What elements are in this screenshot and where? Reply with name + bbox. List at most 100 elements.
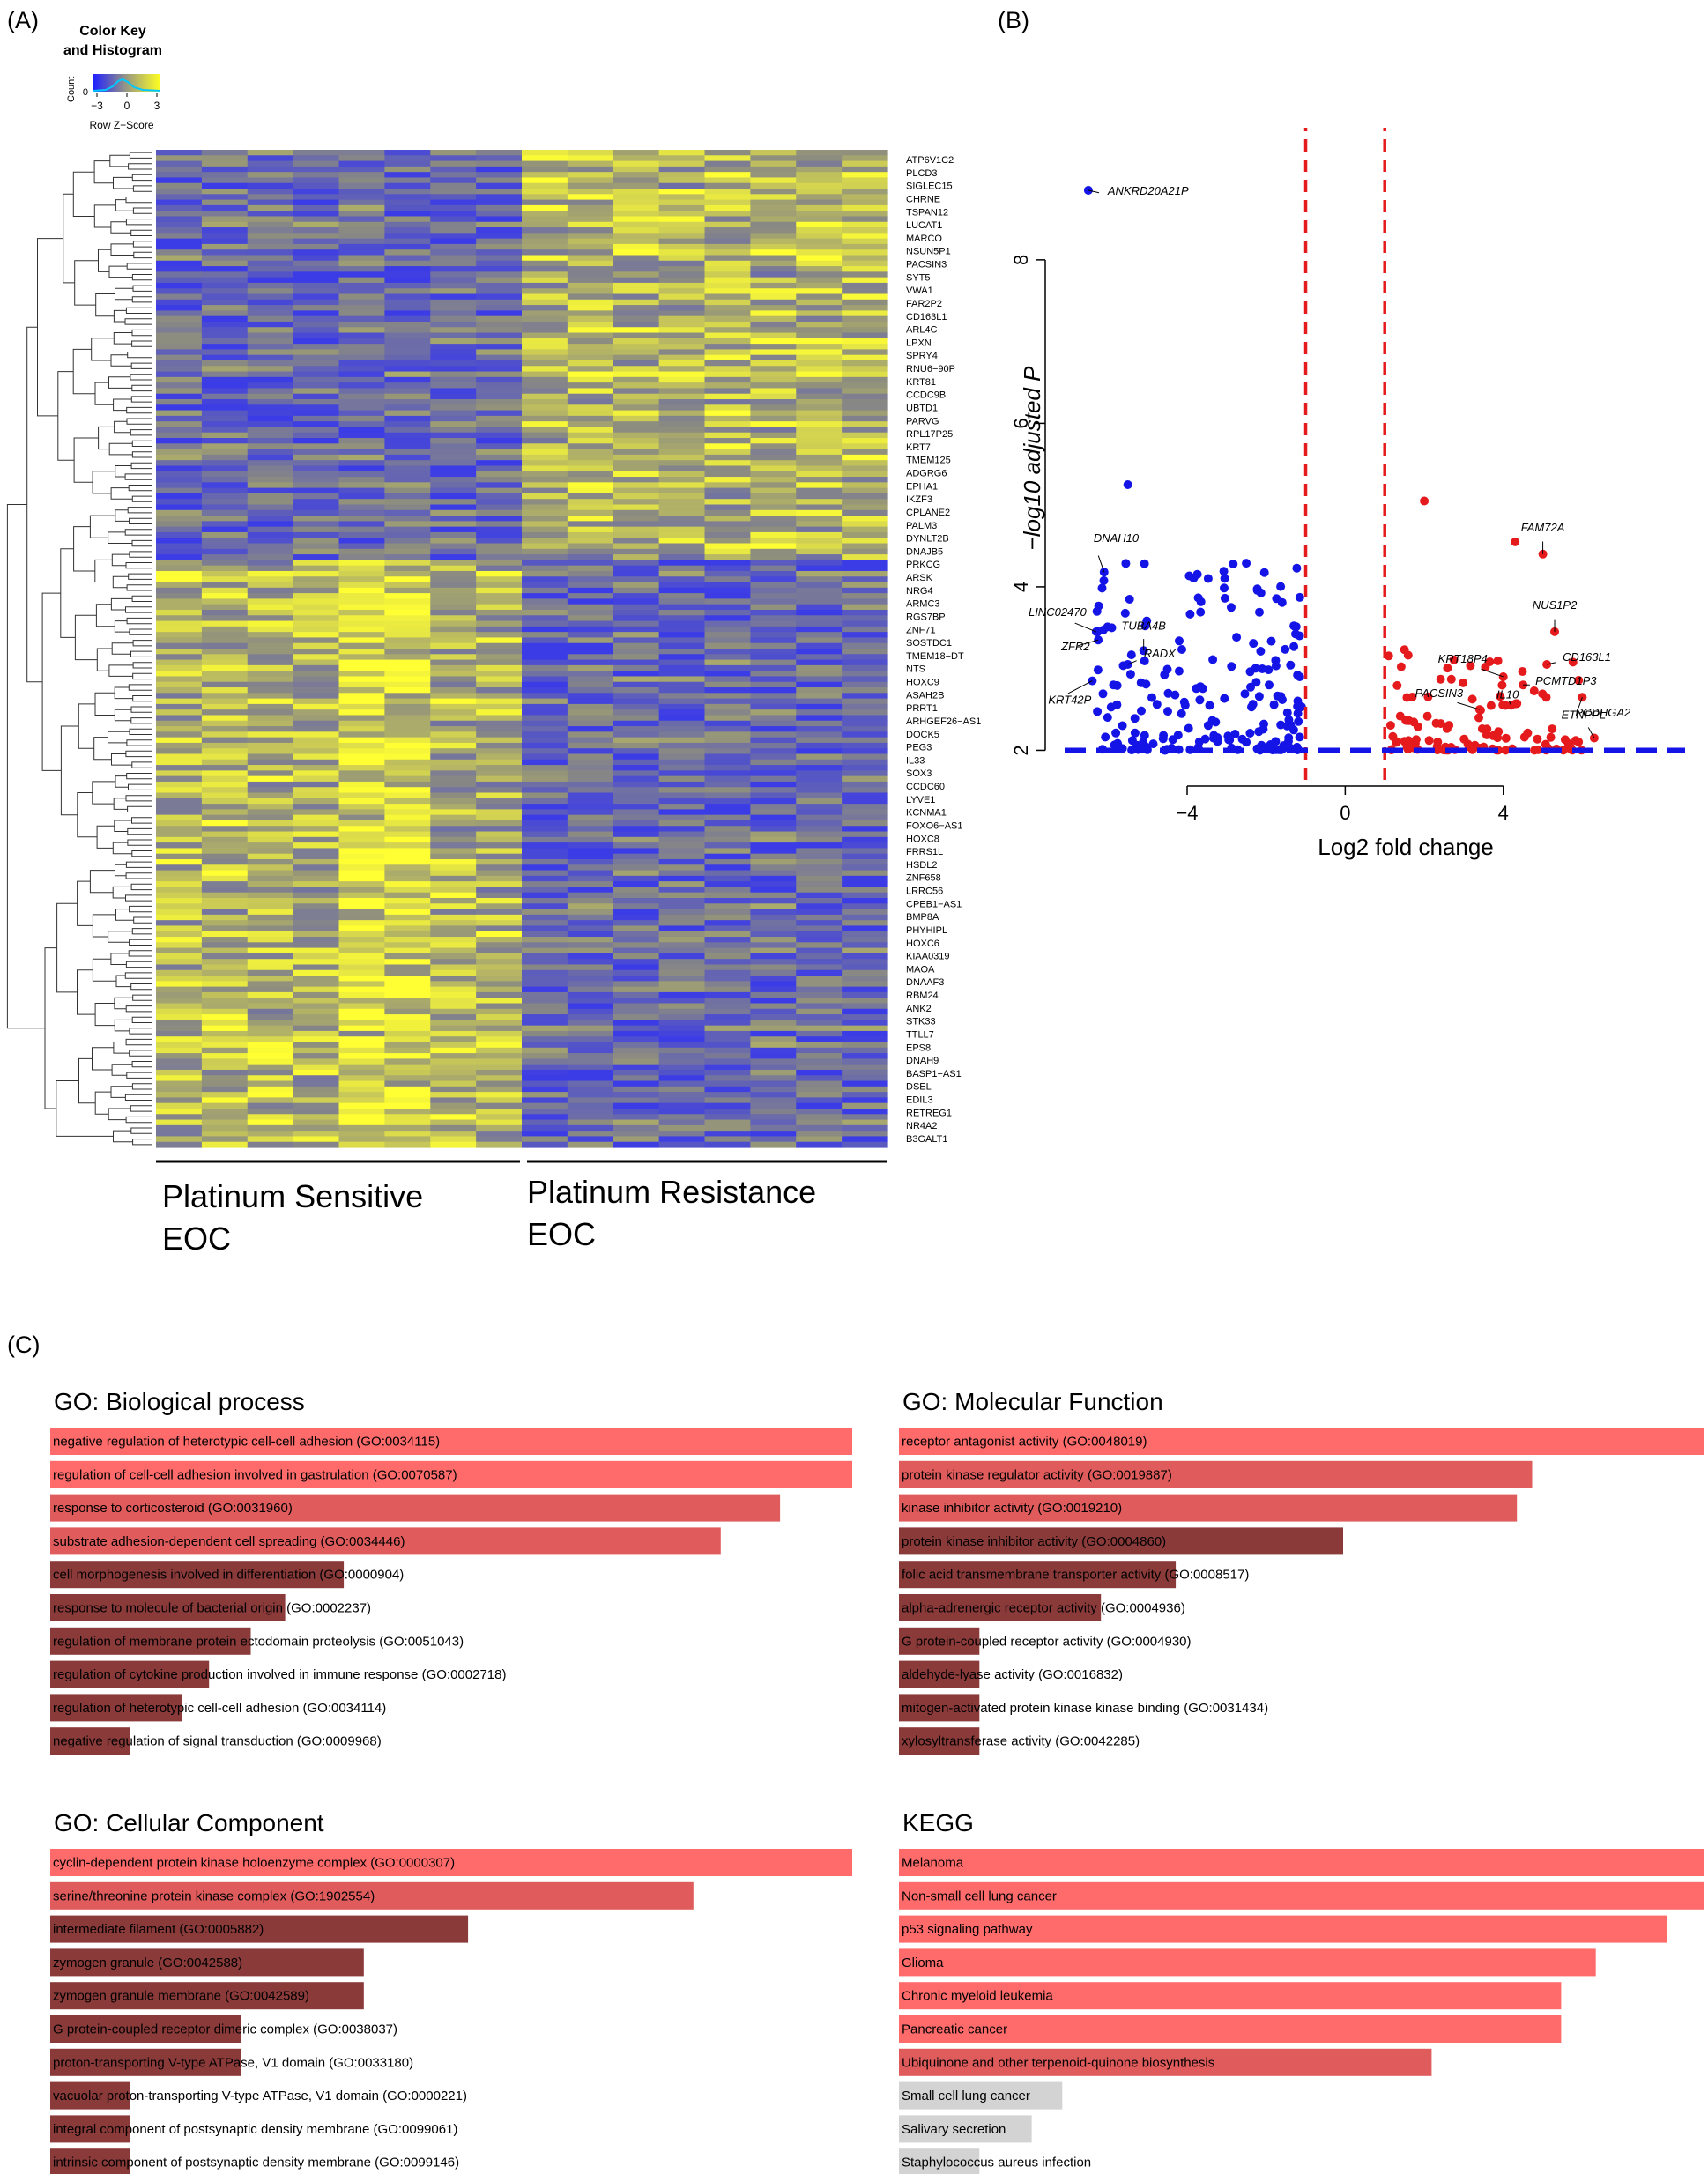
gene-label: PACSIN3 [906,260,947,271]
enrichment-term: negative regulation of heterotypic cell-… [53,1435,440,1450]
volcano-point [1219,567,1229,576]
volcano-point [1185,609,1195,619]
enrichment-title: GO: Biological process [54,1388,305,1415]
volcano-point [1294,716,1303,726]
enrichment-title: GO: Cellular Component [54,1809,324,1836]
enrichment-bar [899,1460,1533,1488]
gene-label: IL33 [906,755,925,766]
volcano-point [1083,186,1093,195]
volcano-ytick: 8 [1010,255,1032,265]
volcano-point-label: FAM72A [1521,521,1565,534]
gene-label: ARMC3 [906,599,940,610]
gene-label: ANK2 [906,1004,932,1014]
volcano-point [1184,571,1194,581]
volcano-point [1141,679,1151,689]
volcano-point [1407,693,1417,701]
gene-label: PARVG [906,416,939,427]
volcano-point [1485,657,1495,666]
volcano-point-label: TUBA4B [1121,619,1166,632]
volcano-point [1271,661,1281,671]
volcano-point [1493,733,1503,743]
enrichment-bar [899,1494,1518,1522]
gene-label: CCDC9B [906,390,946,401]
enrichment-bar [899,1948,1596,1977]
volcano-point-label: ANKRD20A21P [1107,184,1189,197]
volcano-point [1220,574,1229,583]
volcano-point [1175,636,1184,646]
volcano-point [1255,607,1264,617]
gene-label: NSUN5P1 [906,247,951,257]
color-key-count-label: Count [66,77,77,102]
volcano-point [1180,701,1190,710]
volcano-point [1423,692,1433,701]
volcano-point [1295,732,1304,742]
volcano-point [1213,737,1222,746]
volcano-point [1269,700,1279,709]
volcano-point-label: NUS1P2 [1533,598,1578,612]
gene-label: EPHA1 [906,481,938,492]
volcano-point [1130,728,1140,738]
volcano-point [1203,574,1213,583]
gene-label: CHRNE [906,194,940,204]
enrichment-bar [899,1727,980,1755]
gene-label: HSDL2 [906,860,937,871]
volcano-point [1411,735,1421,745]
volcano-point [1123,660,1132,669]
gene-label: DNAAF3 [906,977,944,988]
gene-label: MAOA [906,964,935,975]
panel-a-label: (A) [7,7,39,33]
volcano-point [1139,646,1148,656]
enrichment-term: xylosyltransferase activity (GO:0042285) [902,1734,1140,1749]
volcano-point [1249,639,1259,649]
gene-label: RBM24 [906,991,939,1001]
gene-label: LUCAT1 [906,220,942,231]
color-key-tick: 0 [124,100,130,112]
volcano-point [1130,714,1140,723]
volcano-point [1384,651,1393,661]
volcano-point [1101,732,1110,742]
enrichment-term: Non-small cell lung cancer [902,1888,1057,1903]
volcano-point [1443,664,1452,673]
volcano-point [1293,671,1303,679]
volcano-point [1118,721,1127,731]
gene-label: CD163L1 [906,312,947,323]
volcano-point [1240,689,1250,699]
enrichment-bar [50,1849,852,1876]
volcano-point [1518,667,1527,676]
gene-label: HOXC6 [906,939,939,949]
volcano-point [1474,713,1483,723]
volcano-point [1229,560,1238,568]
volcano-panel: −log10 adjusted P Log2 fold change −4 0 4 2… [1010,128,1685,860]
enrichment-term: integral component of postsynaptic densi… [53,2122,457,2137]
volcano-point [1486,701,1496,710]
enrichment-term: mitogen-activated protein kinase kinase … [902,1701,1268,1716]
panel-c-label: (C) [7,1332,40,1358]
volcano-point [1174,666,1184,676]
enrichment-bar [899,2015,1562,2043]
volcano-point [1207,716,1217,725]
enrichment-bar [50,2115,130,2143]
gene-label: SOX3 [906,768,932,779]
volcano-point [1192,684,1201,694]
volcano-point-label: PACSIN3 [1415,686,1463,700]
volcano-point [1232,633,1242,642]
volcano-point [1271,737,1281,746]
color-key-subtitle: and Histogram [63,43,162,58]
enrichment-term: cyclin-dependent protein kinase holoenzy… [53,1856,455,1871]
volcano-point [1467,694,1477,704]
gene-label: MARCO [906,234,942,244]
gene-label: RETREG1 [906,1108,952,1118]
volcano-point [1276,720,1286,730]
volcano-point [1511,537,1520,546]
enrichment-bar [899,2081,1063,2110]
gene-label: SOSTDC1 [906,638,952,649]
gene-label: RPL17P25 [906,429,953,440]
volcano-xlabel: Log2 fold change [1318,834,1494,860]
volcano-ytick: 4 [1010,582,1032,592]
gene-label: PEG3 [906,743,932,753]
volcano-point [1464,742,1474,752]
gene-label: PRRT1 [906,703,938,714]
gene-label: NTS [906,664,925,675]
volcano-point [1224,735,1234,745]
volcano-xtick: −4 [1176,802,1198,824]
